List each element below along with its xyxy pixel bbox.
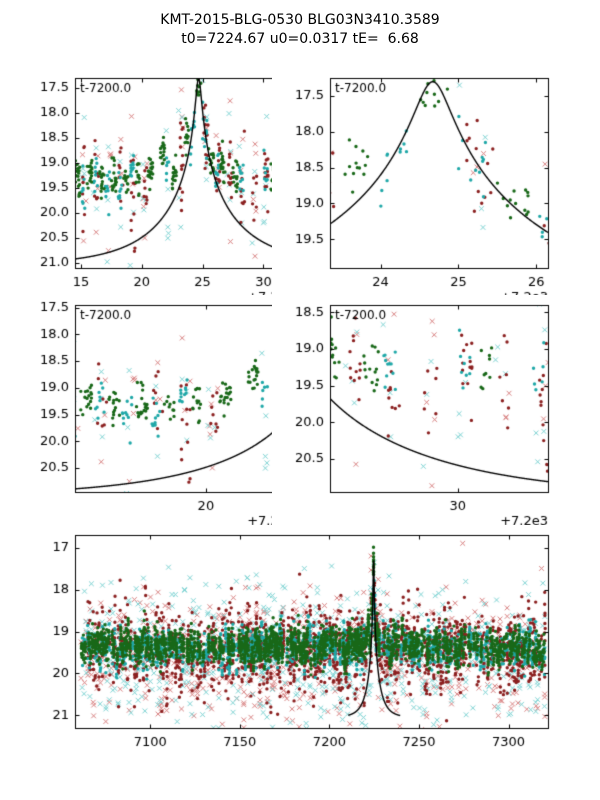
panel-top-right-peak-zoom <box>272 68 558 304</box>
chart-title: KMT-2015-BLG-0530 BLG03N3410.3589 <box>160 12 440 28</box>
panel-top-left-lightcurve <box>17 68 305 304</box>
panel-bottom-full-season <box>17 525 558 764</box>
panel-middle-left-rising <box>17 295 305 528</box>
panel-middle-right-falling <box>272 295 558 528</box>
chart-subtitle: t0=7224.67 u0=0.0317 tE= 6.68 <box>181 31 419 47</box>
